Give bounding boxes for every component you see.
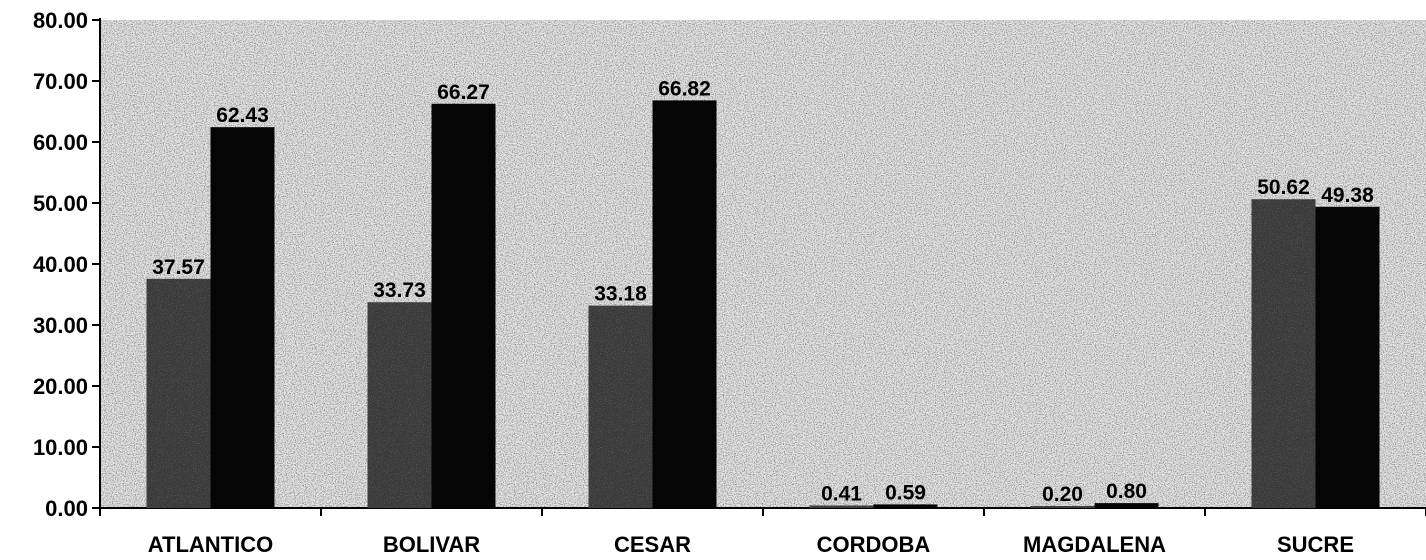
data-label: 37.57 — [152, 256, 205, 279]
x-axis: ATLANTICO BOLIVAR CESAR CORDOBA MAGDALENA SUC… — [99, 507, 1426, 557]
y-tick-label: 10.00 — [33, 435, 88, 460]
bar — [652, 100, 717, 508]
bar — [1094, 503, 1159, 508]
data-label: 33.18 — [594, 283, 647, 306]
data-label: 0.20 — [1042, 483, 1083, 506]
y-tick-label: 0.00 — [45, 496, 88, 521]
bar — [431, 103, 496, 509]
data-label: 66.82 — [658, 77, 711, 100]
data-label: 0.59 — [885, 481, 926, 504]
data-label: 66.27 — [437, 81, 490, 104]
x-category-label: BOLIVAR — [383, 532, 480, 557]
bar-texture — [809, 505, 874, 508]
bar — [1315, 206, 1380, 509]
y-tick-label: 20.00 — [33, 374, 88, 399]
data-label: 0.41 — [821, 482, 862, 505]
plot-texture — [100, 20, 1426, 508]
bar-texture — [1251, 199, 1316, 508]
x-category-label: MAGDALENA — [1023, 532, 1166, 557]
data-label: 62.43 — [216, 104, 269, 127]
data-label-group: 37.57 62.43 33.73 66.27 33.18 66.82 0.41 0.59 0.… — [152, 77, 1374, 506]
bar-series-group — [146, 100, 1380, 509]
bar — [210, 127, 275, 508]
x-category-label: CORDOBA — [817, 532, 931, 557]
bar-texture — [1030, 506, 1095, 508]
y-tick-label: 30.00 — [33, 313, 88, 338]
y-tick-label: 60.00 — [33, 130, 88, 155]
x-category-label: CESAR — [614, 532, 691, 557]
bar — [873, 504, 938, 508]
data-label: 0.80 — [1106, 480, 1147, 503]
plot-area — [100, 20, 1426, 508]
x-category-label: SUCRE — [1277, 532, 1354, 557]
data-label: 50.62 — [1257, 176, 1310, 199]
y-tick-label: 70.00 — [33, 69, 88, 94]
bar-texture — [146, 278, 211, 508]
data-label: 49.38 — [1321, 184, 1374, 207]
y-axis: 0.00 10.00 20.00 30.00 40.00 50.00 60.00 70.00 8… — [33, 8, 101, 521]
x-category-label: ATLANTICO — [148, 532, 273, 557]
y-tick-label: 40.00 — [33, 252, 88, 277]
data-label: 33.73 — [373, 279, 426, 302]
bar-texture — [367, 302, 432, 508]
y-tick-label: 50.00 — [33, 191, 88, 216]
y-tick-label: 80.00 — [33, 8, 88, 33]
bar-texture — [588, 305, 653, 508]
